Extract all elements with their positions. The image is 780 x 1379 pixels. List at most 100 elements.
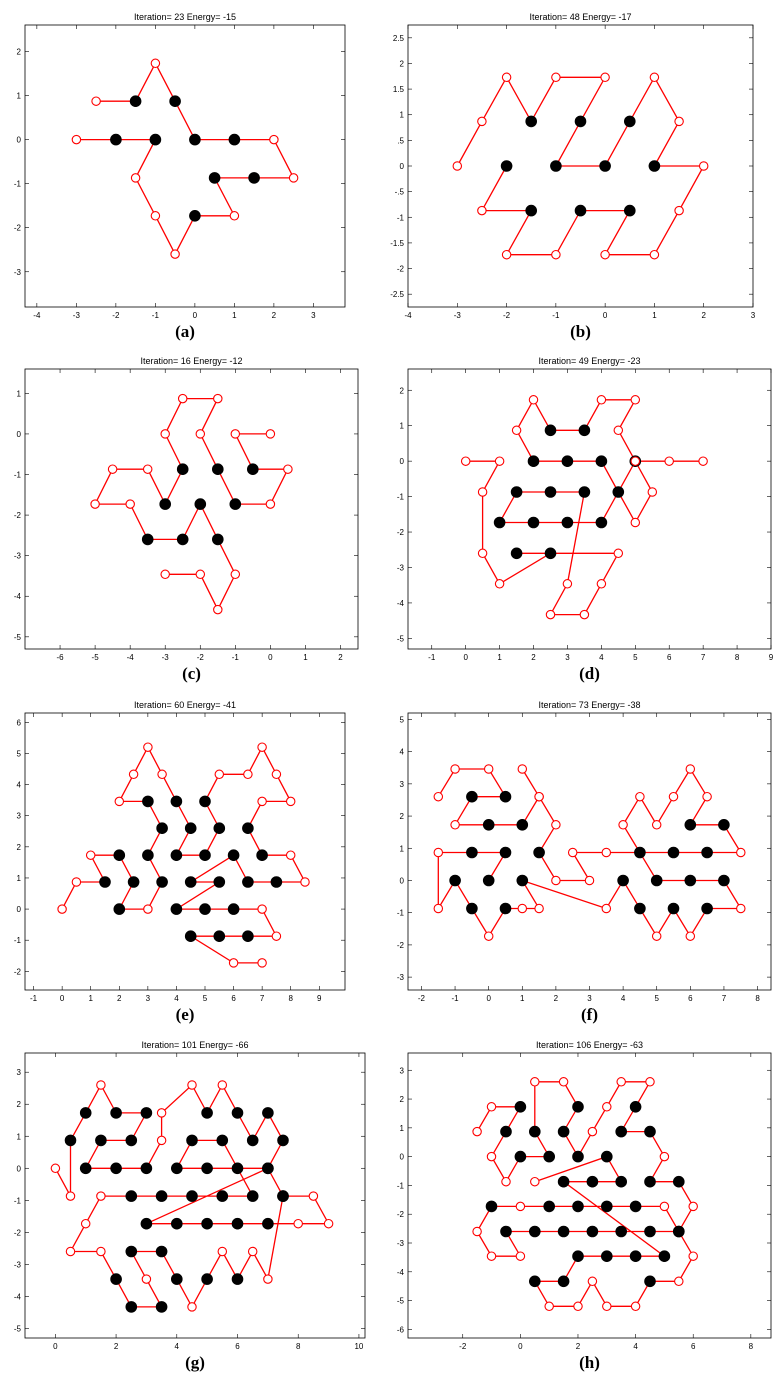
residue-p	[630, 456, 641, 466]
residue-h	[485, 1200, 498, 1213]
x-tick-label: 3	[311, 311, 316, 320]
residue-p	[228, 958, 239, 968]
residue-h	[246, 1190, 259, 1202]
panel-title: Iteration= 16 Energy= -12	[140, 356, 242, 366]
residue-h	[644, 1225, 656, 1238]
residue-p	[649, 72, 660, 83]
residue-h	[528, 1125, 541, 1138]
residue-p	[265, 499, 276, 509]
residue-p	[160, 569, 170, 580]
residue-h	[629, 1250, 642, 1262]
residue-h	[170, 903, 183, 915]
x-tick-label: -1	[30, 994, 38, 1003]
panel-title: Iteration= 48 Energy= -17	[529, 12, 631, 22]
panel-title: Iteration= 106 Energy= -63	[536, 1040, 643, 1050]
residue-h	[527, 455, 540, 468]
residue-h	[578, 424, 591, 437]
residue-p	[477, 116, 487, 127]
residue-h	[142, 849, 154, 862]
panel-title: Iteration= 60 Energy= -41	[134, 700, 236, 710]
residue-h	[213, 930, 226, 943]
y-tick-label: 0	[400, 162, 405, 171]
plot-frame	[407, 368, 772, 650]
x-tick-label: -2	[418, 994, 426, 1003]
residue-h	[186, 1190, 198, 1202]
chain-bonds	[456, 75, 705, 256]
residue-p	[150, 211, 161, 221]
residue-p	[213, 604, 223, 615]
x-tick-label: 1	[652, 311, 657, 320]
residue-h	[212, 533, 224, 546]
residue-h	[110, 1162, 122, 1175]
residue-h	[242, 930, 254, 943]
residue-h	[262, 1107, 274, 1119]
residue-p	[229, 211, 240, 221]
residue-h	[199, 849, 211, 862]
panels: Iteration= 23 Energy= -15 -4 -3 -2 -1 0 1 2 3 -3 -…	[14, 12, 774, 1372]
residue-p	[688, 1251, 698, 1261]
x-tick-label: 2	[272, 311, 277, 320]
y-tick-label: -3	[14, 268, 22, 277]
x-tick-label: -4	[404, 311, 412, 320]
residue-p	[494, 456, 505, 466]
residue-h	[186, 1134, 198, 1147]
residue-h	[227, 849, 240, 862]
panel-e: Iteration= 60 Energy= -41 -1 0 1 2 3 4 5 6 7 8 9 -2 -…	[14, 700, 346, 1024]
x-tick-label: 6	[667, 653, 672, 662]
residue-h	[110, 133, 122, 146]
panel-caption: (d)	[579, 664, 600, 683]
residue-h	[629, 1200, 642, 1213]
residue-h	[557, 1175, 570, 1188]
residue-p	[452, 161, 463, 171]
residue-h	[543, 1200, 556, 1213]
residue-p	[243, 769, 253, 780]
y-tick-label: 2	[400, 386, 405, 395]
residue-h	[634, 846, 646, 859]
y-tick-label: -2	[397, 528, 405, 537]
residue-h	[684, 874, 697, 887]
residue-p	[486, 1251, 497, 1261]
residue-p	[685, 931, 696, 941]
y-tick-label: -1	[14, 180, 22, 189]
residue-p	[283, 464, 293, 474]
residue-h	[125, 1190, 138, 1202]
residue-p	[651, 820, 662, 830]
residue-h	[231, 1273, 244, 1285]
y-tick-label: 0	[400, 457, 405, 466]
residue-h	[127, 876, 140, 888]
residue-h	[113, 849, 126, 862]
panel-b: Iteration= 48 Energy= -17 -4 -3 -2 -1 0 1 2 3 -2.…	[390, 12, 756, 341]
residue-h	[572, 1101, 584, 1113]
residue-p	[285, 850, 296, 860]
residue-h	[212, 463, 224, 476]
residue-h	[79, 1107, 92, 1119]
y-tick-label: -1	[14, 1196, 22, 1205]
panel-title: Iteration= 73 Energy= -38	[538, 700, 640, 710]
residue-h	[510, 486, 523, 498]
residue-h	[199, 903, 211, 915]
y-tick-label: -5	[397, 634, 405, 643]
residue-p	[545, 609, 556, 620]
residue-p	[501, 72, 512, 83]
y-tick-label: 1	[17, 389, 22, 398]
y-tick-label: 0	[17, 905, 22, 914]
residue-h	[595, 455, 608, 468]
x-tick-label: -1	[428, 653, 436, 662]
residue-p	[217, 1246, 228, 1257]
residue-p	[635, 791, 645, 802]
residue-h	[156, 822, 168, 835]
residue-h	[586, 1175, 599, 1188]
residue-p	[736, 847, 746, 858]
residue-p	[450, 820, 460, 830]
residue-p	[300, 877, 310, 887]
residue-h	[615, 1225, 628, 1238]
residue-h	[543, 1150, 556, 1163]
residue-h	[544, 486, 557, 498]
residue-p	[602, 1102, 612, 1112]
residue-p	[71, 877, 82, 887]
residue-p	[96, 1246, 106, 1257]
residue-h	[246, 1134, 259, 1147]
x-tick-label: 1	[497, 653, 502, 662]
residue-p	[257, 742, 267, 752]
residue-h	[95, 1134, 107, 1147]
